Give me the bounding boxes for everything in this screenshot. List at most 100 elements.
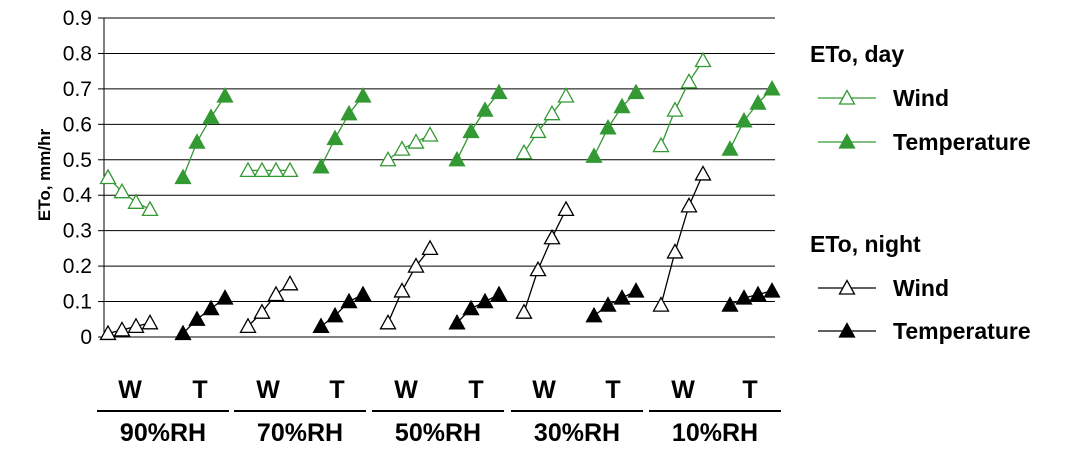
data-point bbox=[531, 262, 546, 276]
data-point bbox=[654, 298, 669, 312]
y-tick-label: 0.1 bbox=[63, 291, 92, 314]
data-point bbox=[450, 152, 465, 166]
y-tick-label: 0 bbox=[80, 326, 92, 349]
series-line bbox=[457, 92, 499, 159]
data-point bbox=[204, 301, 219, 315]
data-point bbox=[587, 149, 602, 163]
data-point bbox=[478, 103, 493, 117]
data-point bbox=[531, 124, 546, 138]
group-label: 30%RH bbox=[534, 419, 620, 447]
data-point bbox=[190, 312, 205, 326]
data-point bbox=[464, 301, 479, 315]
y-tick-label: 0.4 bbox=[63, 184, 93, 207]
data-point bbox=[409, 135, 424, 149]
data-point bbox=[517, 145, 532, 159]
data-point bbox=[204, 110, 219, 124]
legend-marker bbox=[840, 281, 855, 295]
group-sublabel-w: W bbox=[118, 376, 142, 404]
data-point bbox=[601, 120, 616, 134]
data-point bbox=[176, 170, 191, 184]
data-point bbox=[423, 241, 438, 255]
data-point bbox=[129, 195, 144, 209]
data-point bbox=[601, 298, 616, 312]
data-point bbox=[314, 159, 329, 173]
data-point bbox=[342, 106, 357, 120]
legend-title: ETo, day bbox=[810, 41, 904, 67]
legend-title: ETo, night bbox=[810, 231, 921, 257]
data-point bbox=[629, 85, 644, 99]
data-point bbox=[314, 319, 329, 333]
y-tick-label: 0.3 bbox=[63, 220, 92, 243]
grid-lines bbox=[104, 18, 775, 337]
series-line bbox=[661, 174, 703, 305]
data-point bbox=[356, 287, 371, 301]
y-tick-label: 0.6 bbox=[63, 113, 92, 136]
data-point bbox=[559, 202, 574, 216]
data-point bbox=[381, 152, 396, 166]
data-point bbox=[492, 287, 507, 301]
series-night-wind bbox=[101, 166, 711, 339]
data-point bbox=[765, 81, 780, 95]
group-sublabel-w: W bbox=[256, 376, 280, 404]
legend-label: Temperature bbox=[893, 318, 1031, 344]
series-line bbox=[183, 96, 225, 178]
data-point bbox=[668, 244, 683, 257]
series-day-temperature bbox=[176, 81, 780, 183]
legend-label: Wind bbox=[893, 85, 949, 111]
group-sublabel-w: W bbox=[532, 376, 556, 404]
data-point bbox=[765, 283, 780, 297]
group-label: 10%RH bbox=[672, 419, 758, 447]
data-point bbox=[723, 142, 738, 156]
data-point bbox=[218, 88, 233, 102]
data-point bbox=[682, 74, 697, 88]
data-point bbox=[517, 305, 532, 319]
data-point bbox=[654, 138, 669, 152]
data-point bbox=[723, 298, 738, 312]
x-axis-groups: W T 90%RH W T 70%RH W T 50%RH W T 30%RH W T 10%RH bbox=[97, 376, 781, 447]
group-sublabel-t: T bbox=[742, 376, 757, 404]
data-point bbox=[559, 88, 574, 102]
y-tick-label: 0.8 bbox=[63, 42, 92, 65]
data-point bbox=[218, 291, 233, 305]
data-point bbox=[356, 88, 371, 102]
group-sublabel-w: W bbox=[394, 376, 418, 404]
data-point bbox=[696, 53, 711, 67]
series-line bbox=[388, 248, 430, 322]
data-point bbox=[381, 315, 396, 329]
data-point bbox=[269, 163, 284, 177]
data-point bbox=[682, 198, 697, 212]
legend-label: Temperature bbox=[893, 129, 1031, 155]
group-sublabel-t: T bbox=[329, 376, 344, 404]
series-line bbox=[661, 61, 703, 146]
series-line bbox=[524, 209, 566, 312]
data-point bbox=[587, 308, 602, 322]
y-axis-title: ETo, mm/hr bbox=[35, 128, 54, 221]
group-sublabel-t: T bbox=[192, 376, 207, 404]
data-point bbox=[269, 287, 284, 301]
y-tick-label: 0.9 bbox=[63, 7, 92, 30]
data-point bbox=[478, 294, 493, 308]
data-point bbox=[328, 131, 343, 145]
data-point bbox=[190, 135, 205, 149]
legend-label: Wind bbox=[893, 275, 949, 301]
y-tick-label: 0.7 bbox=[63, 78, 92, 101]
data-point bbox=[143, 202, 158, 216]
y-axis: 0 0.1 0.2 0.3 0.4 0.5 0.6 0.7 0.8 0.9 bbox=[63, 7, 104, 349]
group-label: 50%RH bbox=[395, 419, 481, 447]
data-point bbox=[395, 142, 410, 156]
y-tick-label: 0.5 bbox=[63, 149, 92, 172]
series-line bbox=[730, 89, 772, 149]
series-line bbox=[321, 96, 363, 167]
group-label: 90%RH bbox=[120, 419, 206, 447]
data-point bbox=[255, 163, 270, 177]
data-point bbox=[737, 113, 752, 127]
data-point bbox=[143, 315, 158, 329]
legend-marker bbox=[840, 324, 855, 338]
legend-marker bbox=[840, 91, 855, 105]
y-tick-label: 0.2 bbox=[63, 255, 92, 278]
data-point bbox=[545, 106, 560, 120]
legend-marker bbox=[840, 135, 855, 149]
data-point bbox=[696, 166, 711, 180]
group-sublabel-w: W bbox=[671, 376, 695, 404]
